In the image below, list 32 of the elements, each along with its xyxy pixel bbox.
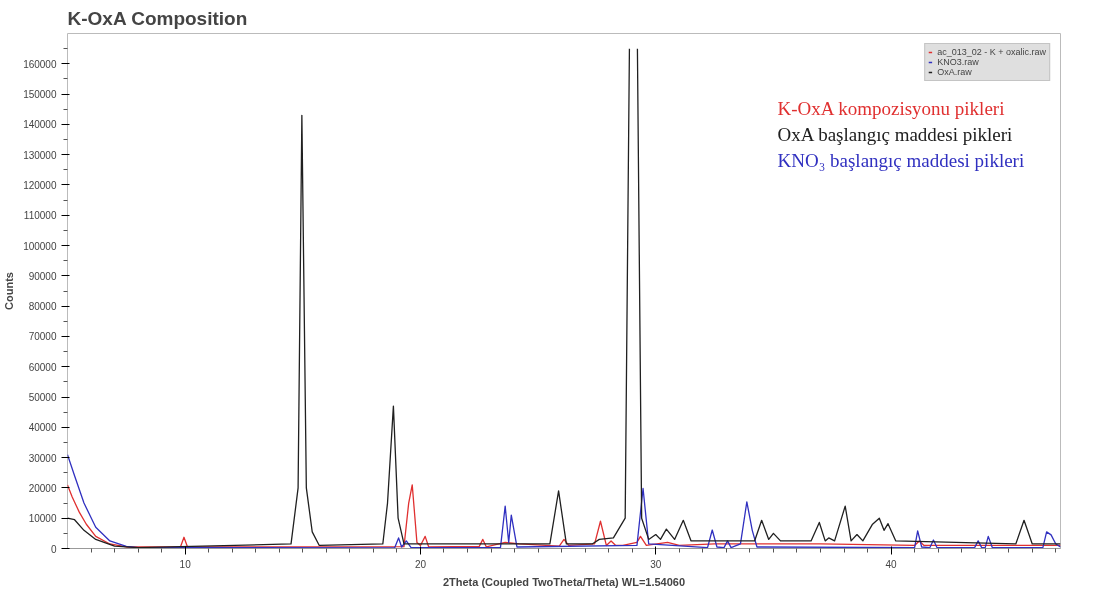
y-tick-label: 0: [50, 543, 57, 555]
x-tick-label: 20: [414, 558, 427, 570]
chart-title: K-OxA Composition: [67, 7, 248, 29]
y-tick-label: 20000: [28, 482, 57, 494]
y-tick-label: 50000: [28, 392, 57, 404]
legend-label: ac_013_02 - K + oxalic.raw: [937, 47, 1046, 57]
y-tick-label: 120000: [23, 179, 57, 191]
y-tick-label: 130000: [23, 149, 57, 161]
y-tick-label: 160000: [23, 58, 57, 70]
y-axis-title: Counts: [3, 272, 16, 310]
y-tick-label: 100000: [23, 240, 57, 252]
line-series: [67, 453, 1061, 549]
y-tick-label: 40000: [28, 422, 57, 434]
legend-label: OxA.raw: [937, 67, 972, 77]
y-tick-label: 90000: [28, 270, 57, 282]
line-series: [67, 484, 1061, 548]
annotation: OxA başlangıç maddesi pikleri: [777, 123, 1013, 145]
annotation: KNO₃ başlangıç maddesi pikleri: [777, 149, 1025, 171]
x-tick-label: 40: [885, 558, 898, 570]
y-tick-label: 10000: [28, 513, 57, 525]
y-tick-label: 70000: [28, 331, 57, 343]
annotation: K-OxA kompozisyonu pikleri: [777, 97, 1005, 119]
y-tick-label: 30000: [28, 452, 57, 464]
y-tick-label: 150000: [23, 89, 57, 101]
legend-label: KNO3.raw: [937, 57, 979, 67]
y-tick-label: 60000: [28, 361, 57, 373]
y-tick-label: 80000: [28, 301, 57, 313]
y-tick-label: 110000: [23, 210, 57, 222]
x-axis-title: 2Theta (Coupled TwoTheta/Theta) WL=1.54060: [442, 575, 686, 588]
y-tick-label: 140000: [23, 119, 57, 131]
x-tick-label: 30: [650, 558, 662, 570]
x-tick-label: 10: [179, 558, 192, 570]
